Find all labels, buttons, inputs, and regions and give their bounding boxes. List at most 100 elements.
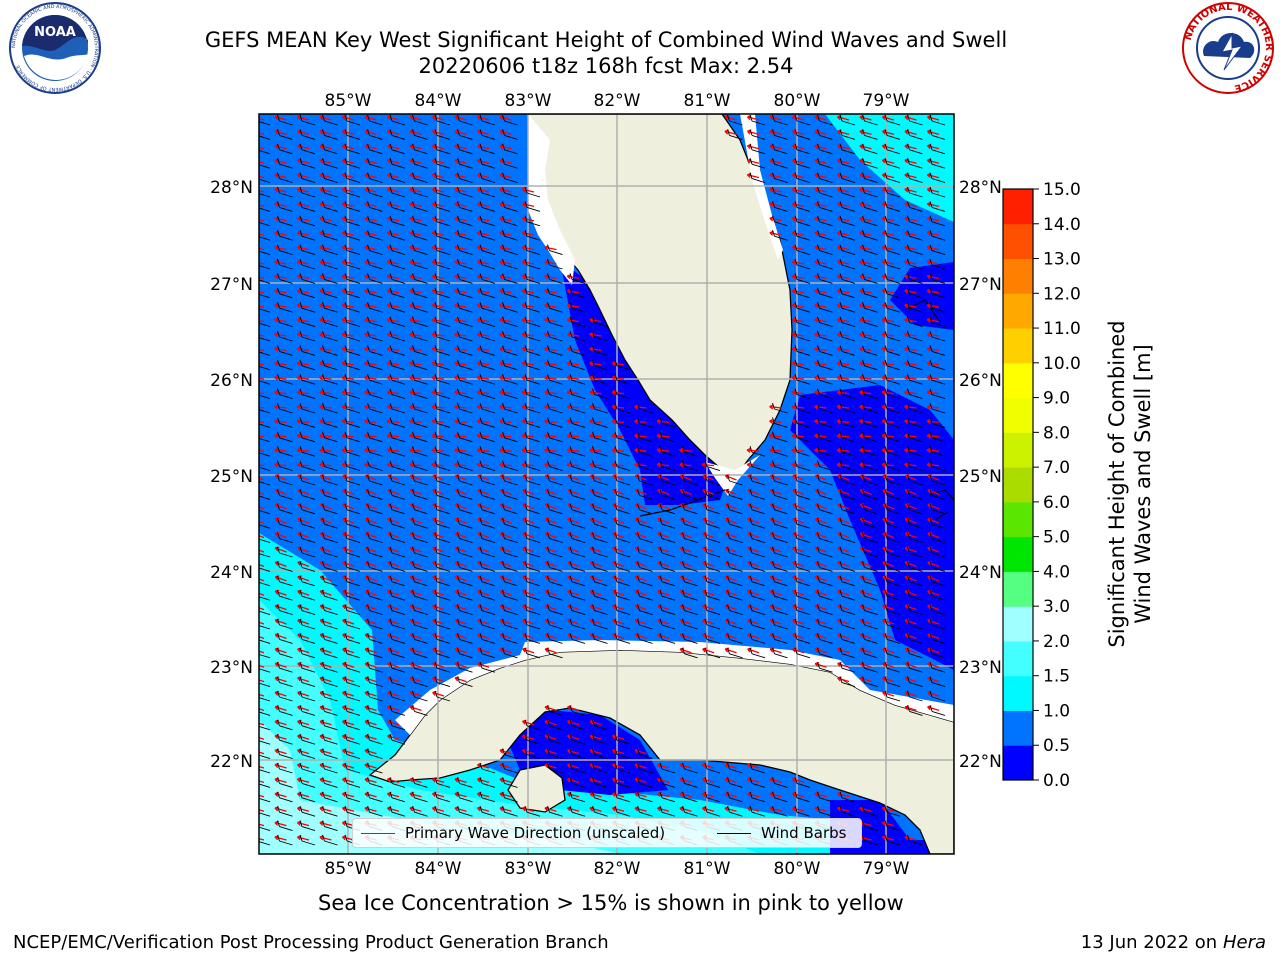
- wind-barb-icon: [839, 316, 856, 328]
- wind-barb-icon: [412, 402, 428, 414]
- colorbar-bin: [1003, 362, 1033, 399]
- wind-barb-icon: [299, 806, 316, 817]
- wave-arrow-icon: [259, 421, 265, 424]
- wind-barb-icon: [772, 618, 788, 630]
- wind-barb-icon: [749, 489, 766, 500]
- wind-barb-icon: [929, 705, 946, 716]
- wind-barb-icon: [367, 647, 383, 659]
- wind-barb-icon: [502, 215, 518, 227]
- wind-barb-icon: [592, 791, 608, 803]
- wind-barb-icon: [277, 705, 293, 716]
- wind-barb-icon: [299, 690, 316, 702]
- wave-arrow-icon: [259, 392, 265, 395]
- wind-barb-icon: [389, 244, 406, 256]
- wind-barb-icon: [569, 604, 586, 616]
- wind-barb-icon: [277, 532, 293, 544]
- wind-barb-icon: [344, 417, 361, 428]
- wind-barb-icon: [322, 330, 338, 342]
- wave-arrow-icon: [724, 647, 737, 654]
- wave-arrow-icon: [259, 737, 265, 740]
- wind-barb-icon: [367, 345, 383, 356]
- wind-barb-icon: [479, 647, 496, 659]
- wind-barb-icon: [862, 143, 878, 155]
- wind-barb-icon: [502, 143, 518, 155]
- wave-arrow-icon: [522, 734, 535, 740]
- wind-barb-icon: [524, 215, 541, 227]
- wave-arrow-icon: [431, 375, 445, 381]
- wave-arrow-icon: [904, 633, 917, 640]
- wind-barb-icon: [704, 532, 721, 544]
- wind-barb-icon: [322, 575, 338, 587]
- wave-arrow-icon: [791, 433, 805, 439]
- wind-barb-icon: [457, 287, 473, 299]
- wave-arrow-icon: [454, 404, 467, 410]
- wind-barb-icon: [862, 417, 878, 428]
- wave-arrow-icon: [364, 647, 377, 654]
- wind-barb-icon: [389, 345, 406, 356]
- wind-barb-icon: [547, 561, 563, 572]
- wind-barb-icon: [277, 806, 293, 817]
- wind-barb-icon: [772, 417, 788, 428]
- wind-barb-icon: [412, 158, 428, 169]
- wind-barb-icon: [502, 359, 518, 371]
- wind-barb-icon: [502, 762, 518, 774]
- wind-barb-icon: [839, 402, 856, 414]
- wave-arrow-icon: [259, 262, 265, 265]
- wind-barb-icon: [862, 230, 878, 241]
- wind-barb-icon: [929, 662, 946, 673]
- wave-arrow-icon: [567, 618, 580, 625]
- wind-barb-icon: [412, 302, 428, 313]
- wind-barb-icon: [929, 690, 946, 702]
- wave-arrow-icon: [274, 633, 287, 640]
- wind-barb-icon: [412, 575, 428, 587]
- wind-barb-icon: [412, 287, 428, 299]
- wind-barb-icon: [344, 806, 361, 817]
- wind-barb-icon: [839, 460, 856, 472]
- wave-arrow-icon: [341, 375, 355, 381]
- wave-arrow-icon: [747, 633, 760, 640]
- wind-barb-icon: [367, 806, 383, 817]
- wave-arrow-icon: [724, 589, 737, 596]
- wind-barb-icon: [457, 114, 473, 126]
- wind-barb-icon: [322, 532, 338, 544]
- lat-label: 23°N: [210, 658, 253, 678]
- wave-arrow-icon: [881, 447, 895, 453]
- wind-barb-icon: [479, 302, 496, 313]
- wave-arrow-icon: [386, 462, 400, 468]
- noaa-logo-text: NOAA: [34, 25, 76, 40]
- wind-barb-icon: [929, 431, 946, 443]
- lat-label: 22°N: [959, 752, 1002, 772]
- wave-arrow-icon: [387, 560, 400, 568]
- wind-barb-icon: [862, 114, 878, 126]
- wave-arrow-icon: [521, 433, 535, 439]
- wind-barb-icon: [479, 402, 496, 414]
- wind-barb-icon: [277, 244, 293, 256]
- wind-barb-icon: [817, 374, 833, 385]
- colorbar-bin: [1003, 501, 1033, 538]
- wind-barb-icon: [322, 503, 338, 515]
- colorbar-bin: [1003, 606, 1033, 642]
- wind-barb-icon: [592, 417, 608, 428]
- wind-barb-icon: [772, 446, 788, 457]
- wind-barb-icon: [862, 316, 878, 328]
- wave-arrow-icon: [522, 604, 535, 611]
- wave-arrow-icon: [904, 560, 917, 568]
- wave-arrow-icon: [904, 433, 917, 439]
- wind-barb-icon: [344, 532, 361, 544]
- wind-barb-icon: [457, 489, 473, 500]
- coastal-strip-west: [528, 114, 575, 285]
- wind-barb-icon: [322, 705, 338, 716]
- wave-arrow-icon: [679, 575, 692, 582]
- wind-barb-icon: [794, 345, 811, 356]
- wind-barb-icon: [502, 273, 518, 284]
- wave-arrow-icon: [769, 433, 782, 439]
- wind-barb-icon: [884, 273, 901, 284]
- wind-barb-icon: [457, 417, 473, 428]
- wave-arrow-icon: [837, 618, 850, 625]
- wind-barb-icon: [569, 287, 586, 299]
- wind-barb-icon: [794, 546, 811, 558]
- wind-barb-icon: [929, 316, 946, 328]
- wind-barb-icon: [907, 316, 923, 328]
- wind-barb-icon: [547, 575, 563, 587]
- wind-barb-icon: [412, 201, 428, 212]
